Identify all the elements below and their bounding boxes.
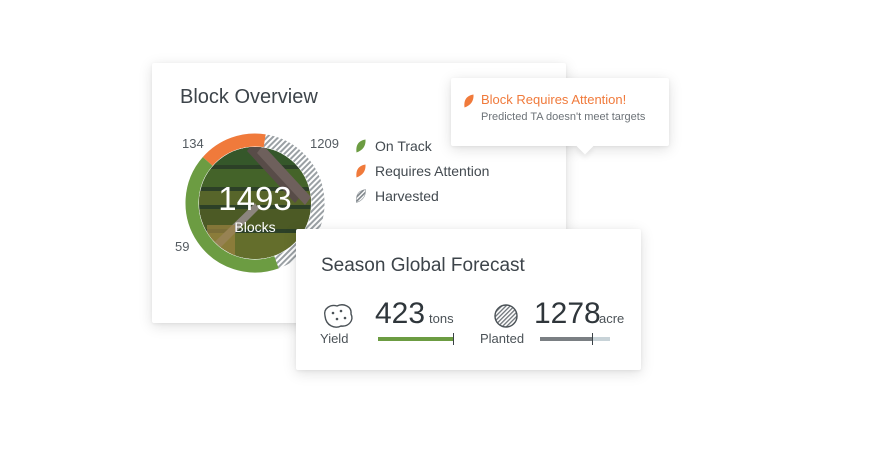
globe-icon xyxy=(494,304,518,328)
tooltip-subtitle: Predicted TA doesn't meet targets xyxy=(481,111,646,123)
total-blocks-label: Blocks xyxy=(234,219,276,235)
potato-icon xyxy=(323,304,353,328)
planted-progress-bar xyxy=(540,333,610,345)
leaf-icon xyxy=(356,164,366,177)
leaf-icon xyxy=(356,139,366,152)
total-blocks-count: 1493 xyxy=(218,180,292,217)
field-aerial-image xyxy=(199,147,311,259)
block-overview-title: Block Overview xyxy=(180,86,318,108)
segment-label-on-track: 59 xyxy=(175,239,190,254)
planted-unit: acre xyxy=(599,311,625,326)
legend-label-requires-attention: Requires Attention xyxy=(375,162,490,179)
yield-unit: tons xyxy=(429,311,454,326)
leaf-icon xyxy=(464,94,474,108)
legend-item-on-track: On Track xyxy=(355,133,489,158)
leaf-icon xyxy=(356,188,366,203)
yield-progress-marker xyxy=(453,333,454,345)
planted-progress-fill xyxy=(540,337,593,341)
legend-label-on-track: On Track xyxy=(375,137,432,154)
segment-label-requires-attention: 134 xyxy=(182,136,204,151)
yield-value: 423 xyxy=(375,297,426,330)
donut-svg xyxy=(185,133,325,273)
planted-progress-marker xyxy=(591,333,593,345)
donut-segment-on-track[interactable] xyxy=(185,157,279,273)
planted-value: 1278 xyxy=(534,297,601,330)
season-forecast-card: Season Global Forecast Yield 423 tons Pl… xyxy=(296,229,641,370)
yield-progress-bar xyxy=(378,333,454,345)
legend-label-harvested: Harvested xyxy=(375,187,439,204)
tooltip-title: Block Requires Attention! xyxy=(481,92,627,107)
yield-progress-fill xyxy=(378,337,454,341)
segment-label-harvested: 1209 xyxy=(310,136,339,151)
legend-item-requires-attention: Requires Attention xyxy=(355,158,489,183)
blocks-donut-chart[interactable]: 1493 Blocks xyxy=(185,133,325,273)
forecast-title: Season Global Forecast xyxy=(321,255,525,276)
yield-label: Yield xyxy=(320,331,349,346)
donut-segment-requires-attention[interactable] xyxy=(202,133,266,166)
planted-label: Planted xyxy=(480,331,525,346)
attention-tooltip: Block Requires Attention! Predicted TA d… xyxy=(451,78,669,146)
status-legend: On Track Requires Attention Harvested xyxy=(355,133,489,208)
legend-item-harvested: Harvested xyxy=(355,183,489,208)
